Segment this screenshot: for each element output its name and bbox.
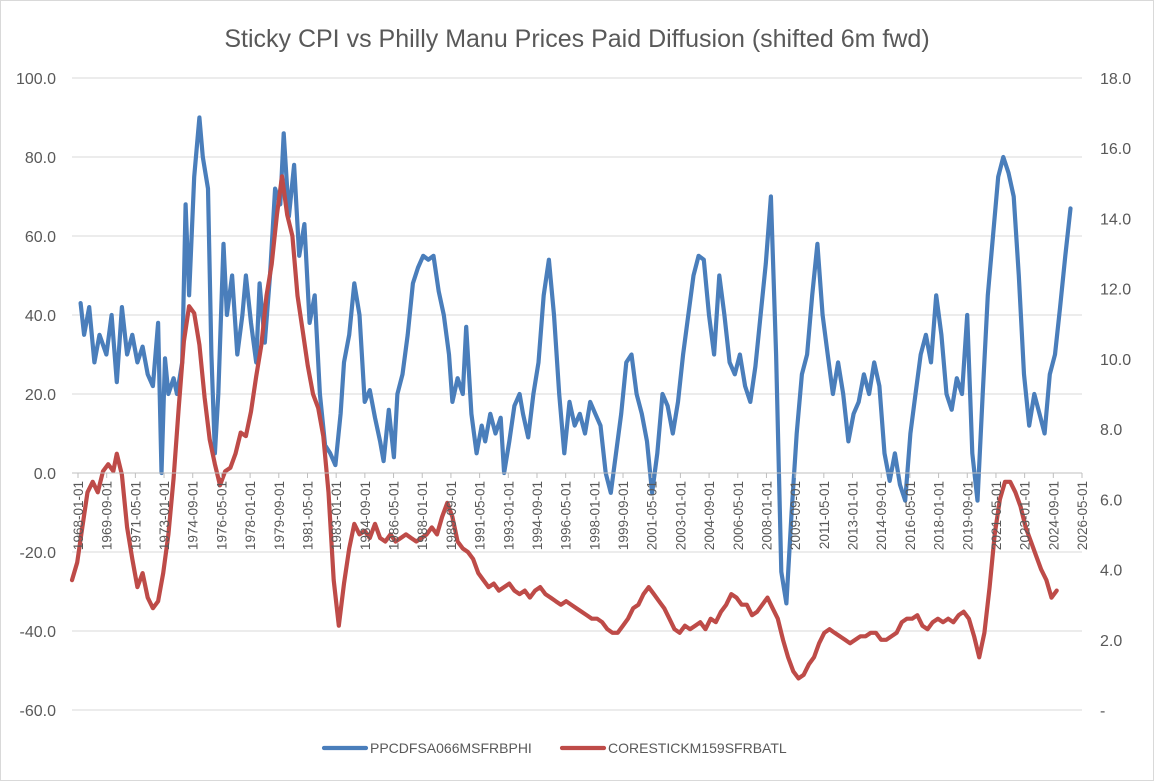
x-tick-label: 1979-09-01 (272, 481, 287, 550)
x-tick-label: 2003-01-01 (673, 481, 688, 550)
right-tick-label: - (1100, 703, 1105, 720)
x-tick-label: 1986-05-01 (387, 481, 402, 550)
series-line-corestickm159sfrbatl (69, 174, 1059, 681)
x-tick-label: 1969-09-01 (100, 481, 115, 550)
x-tick-label: 2013-01-01 (846, 481, 861, 550)
chart-title: Sticky CPI vs Philly Manu Prices Paid Di… (224, 25, 929, 53)
x-tick-label: 1998-01-01 (587, 481, 602, 550)
left-tick-label: -20.0 (20, 545, 57, 562)
left-tick-label: 20.0 (25, 387, 56, 404)
x-tick-label: 1973-01-01 (157, 481, 172, 550)
x-tick-label: 1971-05-01 (128, 481, 143, 550)
left-tick-label: -40.0 (20, 624, 57, 641)
x-tick-label: 2008-01-01 (759, 481, 774, 550)
x-tick-label: 2018-01-01 (932, 481, 947, 550)
x-tick-label: 1981-05-01 (300, 481, 315, 550)
left-tick-label: 100.0 (16, 71, 56, 88)
right-tick-label: 2.0 (1100, 633, 1122, 650)
x-tick-label: 2001-05-01 (645, 481, 660, 550)
x-tick-label: 1989-09-01 (444, 481, 459, 550)
x-tick-label: 1974-09-01 (186, 481, 201, 550)
x-tick-label: 1976-05-01 (214, 481, 229, 550)
x-tick-label: 2019-09-01 (960, 481, 975, 550)
left-tick-label: 80.0 (25, 150, 56, 167)
left-tick-label: 60.0 (25, 229, 56, 246)
x-tick-label: 1996-05-01 (559, 481, 574, 550)
x-tick-label: 2024-09-01 (1046, 481, 1061, 550)
x-tick-label: 1978-01-01 (243, 481, 258, 550)
right-tick-label: 14.0 (1100, 211, 1131, 228)
x-tick-label: 1994-09-01 (530, 481, 545, 550)
right-tick-label: 8.0 (1100, 422, 1122, 439)
right-tick-label: 4.0 (1100, 563, 1122, 580)
x-tick-label: 2021-05-01 (989, 481, 1004, 550)
legend-label: CORESTICKM159SFRBATL (608, 740, 787, 756)
x-tick-label: 2026-05-01 (1075, 481, 1090, 550)
series-layer (69, 115, 1073, 681)
left-tick-label: 40.0 (25, 308, 56, 325)
x-tick-label: 1983-01-01 (329, 481, 344, 550)
x-tick-label: 2004-09-01 (702, 481, 717, 550)
right-axis: - 2.0 4.0 6.0 8.0 10.0 12.0 14.0 16.0 18.0 (1100, 71, 1131, 720)
x-tick-label: 2023-01-01 (1018, 481, 1033, 550)
x-tick-label: 2011-05-01 (817, 481, 832, 549)
left-tick-label: 0.0 (34, 466, 56, 483)
right-tick-label: 12.0 (1100, 282, 1131, 299)
legend-label: PPCDFSA066MSFRBPHI (370, 740, 532, 756)
x-tick-label: 1984-09-01 (358, 481, 373, 550)
left-tick-label: -60.0 (20, 703, 57, 720)
x-tick-label: 2014-09-01 (874, 481, 889, 550)
x-tick-label: 2006-05-01 (731, 481, 746, 550)
x-tick-label: 1999-09-01 (616, 481, 631, 550)
x-tick-label: 1991-05-01 (473, 481, 488, 550)
right-tick-label: 6.0 (1100, 492, 1122, 509)
x-tick-label: 1988-01-01 (415, 481, 430, 550)
x-tick-label: 1968-01-01 (71, 481, 86, 550)
legend: PPCDFSA066MSFRBPHI CORESTICKM159SFRBATL (321, 740, 787, 756)
right-tick-label: 10.0 (1100, 352, 1131, 369)
right-tick-label: 16.0 (1100, 141, 1131, 158)
x-axis: 1968-01-01 1969-09-01 1971-05-01 1973-01-01… (71, 472, 1090, 550)
x-tick-label: 1993-01-01 (501, 481, 516, 550)
left-axis: -60.0 -40.0 -20.0 0.0 20.0 40.0 60.0 80.0 100.0 (16, 71, 56, 720)
right-tick-label: 18.0 (1100, 71, 1131, 88)
x-tick-label: 2009-09-01 (788, 481, 803, 550)
series-line-ppcdfsa066msfrbphi (78, 115, 1073, 606)
x-tick-label: 2016-05-01 (903, 481, 918, 550)
